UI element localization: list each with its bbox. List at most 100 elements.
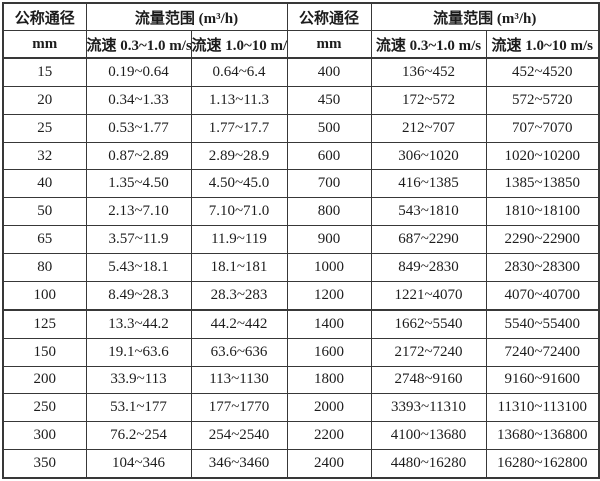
- table-row: 65 3.57~11.9 11.9~119 900 687~2290 2290~22900: [2, 225, 600, 255]
- dn-cell: 150: [2, 337, 87, 367]
- flow-range-cell: 1.13~11.3: [190, 85, 288, 115]
- unit-header-right: mm: [286, 30, 372, 59]
- low-speed-header-right: 流速 0.3~1.0 m/s: [370, 30, 487, 59]
- flow-range-cell: 543~1810: [370, 197, 487, 227]
- dn-cell: 15: [2, 57, 87, 87]
- table-row: 32 0.87~2.89 2.89~28.9 600 306~1020 1020~1020…: [2, 141, 600, 171]
- dn-cell: 300: [2, 421, 87, 451]
- table-row: 150 19.1~63.6 63.6~636 1600 2172~7240 7240~72…: [2, 337, 600, 367]
- dn-cell: 350: [2, 449, 87, 479]
- dn-cell: 450: [286, 85, 372, 115]
- flow-range-cell: 2.89~28.9: [190, 141, 288, 171]
- flow-range-cell: 1385~13850: [485, 169, 600, 199]
- dn-cell: 500: [286, 113, 372, 143]
- flow-range-cell: 306~1020: [370, 141, 487, 171]
- dn-header-left: 公称通径: [2, 2, 87, 31]
- flow-range-cell: 4100~13680: [370, 421, 487, 451]
- table-row: 80 5.43~18.1 18.1~181 1000 849~2830 2830~2830…: [2, 253, 600, 282]
- flow-range-cell: 212~707: [370, 113, 487, 143]
- flow-range-cell: 7240~72400: [485, 337, 600, 367]
- table-body: 15 0.19~0.64 0.64~6.4 400 136~452 452~4520 20 0…: [2, 57, 600, 479]
- table-row: 125 13.3~44.2 44.2~442 1400 1662~5540 5540~55…: [2, 309, 600, 339]
- dn-cell: 50: [2, 197, 87, 227]
- flow-range-cell: 18.1~181: [190, 253, 288, 282]
- flow-range-cell: 33.9~113: [85, 365, 192, 395]
- flow-range-cell: 4.50~45.0: [190, 169, 288, 199]
- flow-range-cell: 2.13~7.10: [85, 197, 192, 227]
- dn-cell: 40: [2, 169, 87, 199]
- table-row: 40 1.35~4.50 4.50~45.0 700 416~1385 1385~1385…: [2, 169, 600, 199]
- flow-range-cell: 1.35~4.50: [85, 169, 192, 199]
- dn-cell: 1200: [286, 280, 372, 311]
- flow-range-cell: 1.77~17.7: [190, 113, 288, 143]
- flow-range-cell: 1810~18100: [485, 197, 600, 227]
- flow-range-cell: 13680~136800: [485, 421, 600, 451]
- flow-range-cell: 11310~113100: [485, 393, 600, 423]
- table-row: 15 0.19~0.64 0.64~6.4 400 136~452 452~4520: [2, 57, 600, 87]
- flow-range-cell: 5540~55400: [485, 309, 600, 339]
- flow-range-cell: 416~1385: [370, 169, 487, 199]
- dn-cell: 125: [2, 309, 87, 339]
- dn-cell: 600: [286, 141, 372, 171]
- dn-cell: 1400: [286, 309, 372, 339]
- flow-range-cell: 0.34~1.33: [85, 85, 192, 115]
- dn-cell: 900: [286, 225, 372, 255]
- table-row: 350 104~346 346~3460 2400 4480~16280 16280~16…: [2, 449, 600, 479]
- dn-cell: 2400: [286, 449, 372, 479]
- flow-range-cell: 53.1~177: [85, 393, 192, 423]
- table-row: 250 53.1~177 177~1770 2000 3393~11310 11310~1…: [2, 393, 600, 423]
- dn-cell: 80: [2, 253, 87, 282]
- flow-range-cell: 346~3460: [190, 449, 288, 479]
- dn-cell: 250: [2, 393, 87, 423]
- flow-range-cell: 4480~16280: [370, 449, 487, 479]
- flow-range-cell: 136~452: [370, 57, 487, 87]
- dn-cell: 100: [2, 280, 87, 311]
- flow-range-cell: 2172~7240: [370, 337, 487, 367]
- dn-cell: 1000: [286, 253, 372, 282]
- dn-cell: 65: [2, 225, 87, 255]
- dn-header-right: 公称通径: [286, 2, 372, 31]
- flow-range-cell: 177~1770: [190, 393, 288, 423]
- flow-range-cell: 28.3~283: [190, 280, 288, 311]
- flow-range-header-right: 流量范围 (m³/h): [370, 2, 600, 31]
- dn-cell: 2200: [286, 421, 372, 451]
- flow-range-cell: 5.43~18.1: [85, 253, 192, 282]
- flow-range-cell: 19.1~63.6: [85, 337, 192, 367]
- flow-range-cell: 849~2830: [370, 253, 487, 282]
- unit-header-left: mm: [2, 30, 87, 59]
- flow-range-header-left: 流量范围 (m³/h): [85, 2, 288, 31]
- low-speed-header-left: 流速 0.3~1.0 m/s: [85, 30, 192, 59]
- flow-range-cell: 16280~162800: [485, 449, 600, 479]
- flow-range-cell: 104~346: [85, 449, 192, 479]
- flow-range-cell: 452~4520: [485, 57, 600, 87]
- flow-range-cell: 707~7070: [485, 113, 600, 143]
- table-row: 50 2.13~7.10 7.10~71.0 800 543~1810 1810~1810…: [2, 197, 600, 227]
- table-row: 20 0.34~1.33 1.13~11.3 450 172~572 572~5720: [2, 85, 600, 115]
- flow-range-cell: 2748~9160: [370, 365, 487, 395]
- dn-cell: 1600: [286, 337, 372, 367]
- dn-cell: 20: [2, 85, 87, 115]
- flow-range-cell: 0.64~6.4: [190, 57, 288, 87]
- flow-range-cell: 0.87~2.89: [85, 141, 192, 171]
- table-row: 300 76.2~254 254~2540 2200 4100~13680 13680~1…: [2, 421, 600, 451]
- table-header: 公称通径 流量范围 (m³/h) 公称通径 流量范围 (m³/h) mm 流速 …: [2, 2, 600, 59]
- header-row-units: mm 流速 0.3~1.0 m/s 流速 1.0~10 m/s mm 流速 0.…: [2, 30, 600, 59]
- flow-range-cell: 63.6~636: [190, 337, 288, 367]
- flow-range-cell: 1221~4070: [370, 280, 487, 311]
- dn-cell: 25: [2, 113, 87, 143]
- high-speed-header-left: 流速 1.0~10 m/s: [190, 30, 288, 59]
- flow-range-cell: 13.3~44.2: [85, 309, 192, 339]
- flow-range-cell: 687~2290: [370, 225, 487, 255]
- table-row: 100 8.49~28.3 28.3~283 1200 1221~4070 4070~40…: [2, 280, 600, 311]
- table-row: 25 0.53~1.77 1.77~17.7 500 212~707 707~7070: [2, 113, 600, 143]
- dn-cell: 400: [286, 57, 372, 87]
- flow-range-cell: 3.57~11.9: [85, 225, 192, 255]
- flow-range-cell: 0.53~1.77: [85, 113, 192, 143]
- flow-range-cell: 254~2540: [190, 421, 288, 451]
- flow-range-cell: 172~572: [370, 85, 487, 115]
- flow-range-cell: 11.9~119: [190, 225, 288, 255]
- flow-range-cell: 1662~5540: [370, 309, 487, 339]
- flow-range-cell: 4070~40700: [485, 280, 600, 311]
- flow-range-cell: 76.2~254: [85, 421, 192, 451]
